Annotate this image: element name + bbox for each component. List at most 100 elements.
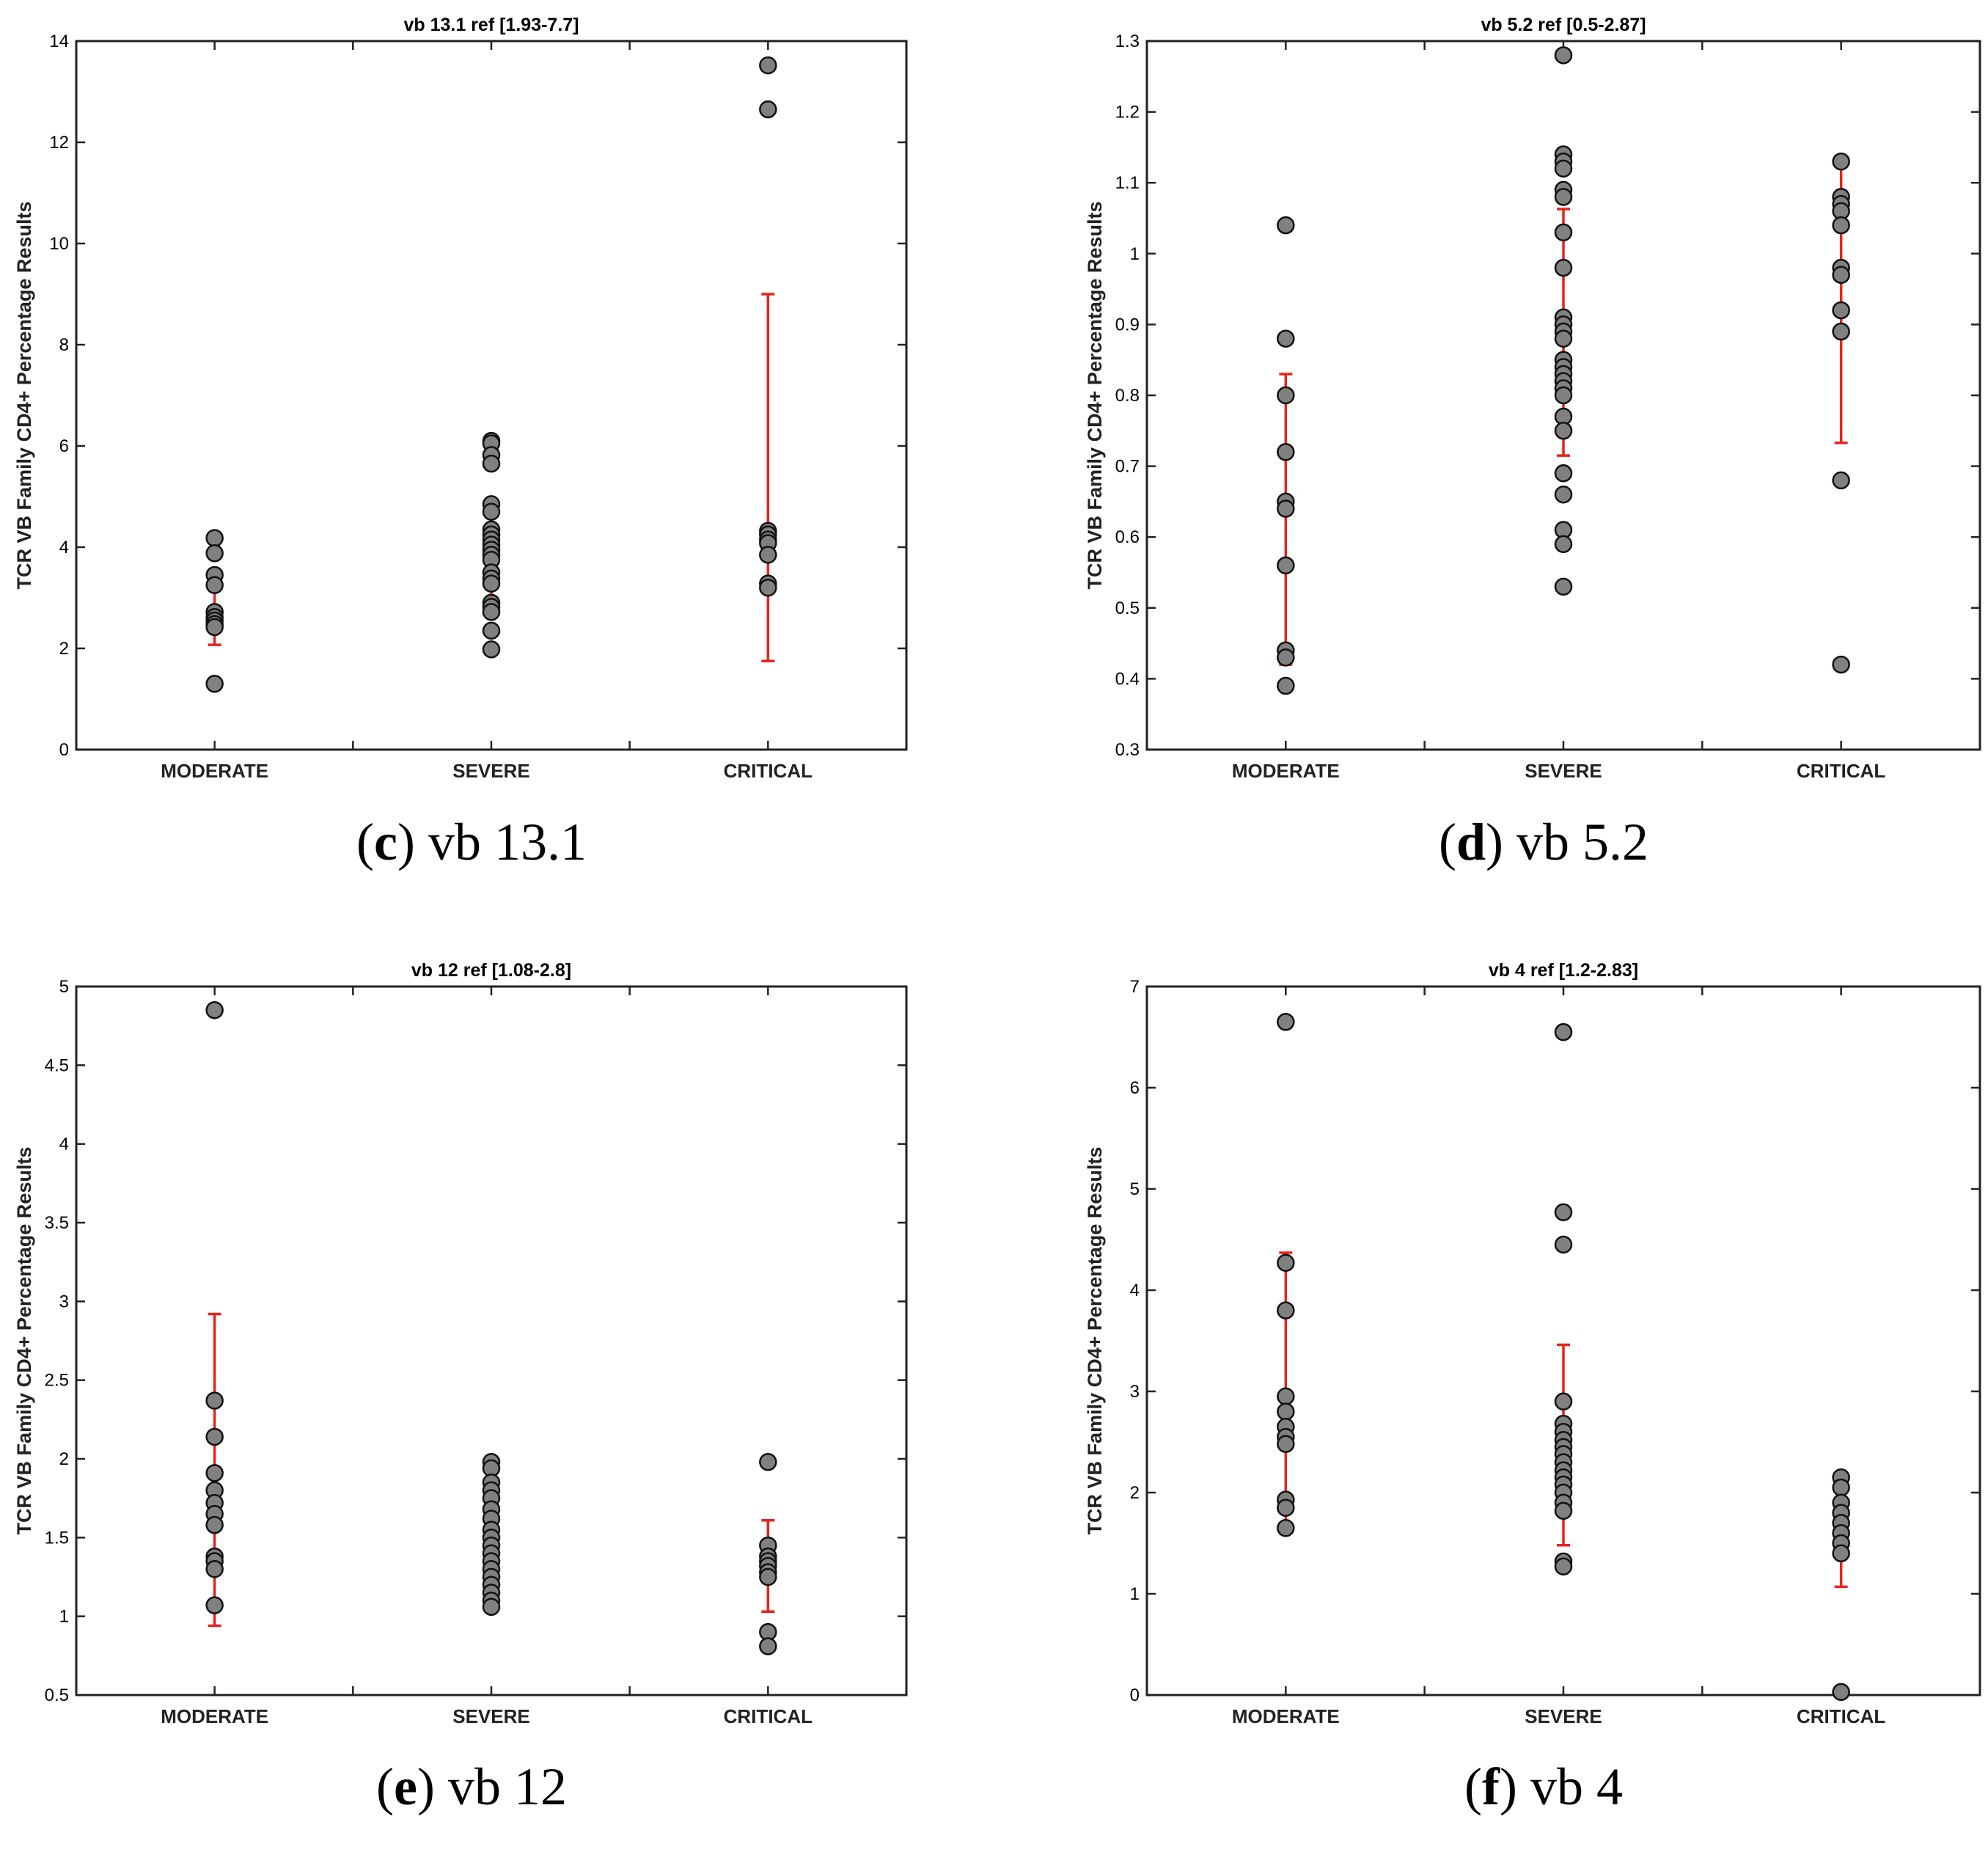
- data-point: [759, 56, 777, 75]
- data-point: [1277, 1435, 1295, 1454]
- y-tick-label: 4: [59, 1135, 69, 1154]
- series-critical: [759, 56, 777, 597]
- series-critical: [1832, 1468, 1850, 1702]
- data-point: [1554, 1392, 1573, 1411]
- y-tick-label: 5: [1130, 1179, 1140, 1199]
- caption-open-paren: (: [356, 813, 375, 871]
- series-moderate: [1277, 1013, 1295, 1537]
- data-point: [1832, 266, 1850, 285]
- chart-title: vb 4 ref [1.2-2.83]: [1489, 960, 1638, 981]
- y-tick-label: 3.5: [45, 1213, 69, 1233]
- data-point: [482, 1597, 501, 1617]
- y-tick-label: 1: [59, 1607, 69, 1627]
- y-tick-label: 14: [49, 32, 69, 51]
- caption-text: vb 12: [447, 1757, 567, 1816]
- data-point: [205, 576, 224, 594]
- category-label-moderate: MODERATE: [161, 760, 268, 782]
- data-point: [1277, 443, 1295, 461]
- data-point: [482, 603, 501, 621]
- y-tick-label: 0.7: [1115, 457, 1140, 477]
- data-point: [482, 640, 501, 659]
- panel-caption-f: (f) vb 4: [1464, 1757, 1623, 1818]
- panel-caption-e: (e) vb 12: [376, 1757, 567, 1818]
- y-tick-label: 1: [1130, 244, 1140, 264]
- caption-letter: e: [394, 1757, 417, 1816]
- category-label-severe: SEVERE: [452, 760, 530, 782]
- data-point: [1554, 386, 1573, 405]
- caption-open-paren: (: [376, 1757, 395, 1816]
- data-point: [482, 502, 501, 521]
- data-point: [1277, 648, 1295, 667]
- series-moderate: [1277, 216, 1295, 695]
- data-point: [1832, 471, 1850, 490]
- y-tick-label: 0.6: [1115, 527, 1140, 547]
- data-point: [205, 529, 224, 547]
- data-point: [1554, 329, 1573, 348]
- data-point: [205, 544, 224, 563]
- data-point: [1554, 1203, 1573, 1221]
- plot-area: [1145, 985, 1981, 1697]
- data-point: [1554, 1557, 1573, 1575]
- y-tick-label: 0.3: [1115, 740, 1140, 760]
- data-point: [759, 100, 777, 119]
- series-critical: [759, 1453, 777, 1655]
- data-point: [1832, 655, 1850, 674]
- data-point: [1554, 1501, 1573, 1520]
- data-point: [205, 1000, 224, 1020]
- caption-text: vb 4: [1530, 1757, 1623, 1816]
- category-label-severe: SEVERE: [1525, 1705, 1602, 1727]
- y-tick-label: 2: [59, 639, 69, 659]
- data-point: [1277, 676, 1295, 695]
- y-tick-label: 5: [59, 977, 69, 997]
- data-point: [1277, 1387, 1295, 1406]
- data-point: [759, 1453, 777, 1471]
- y-tick-label: 0.4: [1115, 669, 1140, 689]
- y-tick-label: 0.5: [45, 1686, 69, 1705]
- y-tick-label: 6: [59, 436, 69, 456]
- data-point: [1554, 422, 1573, 440]
- error-bar-moderate: [1279, 373, 1293, 666]
- caption-letter: f: [1482, 1757, 1500, 1816]
- category-label-moderate: MODERATE: [1232, 760, 1340, 782]
- data-point: [205, 1391, 224, 1410]
- y-tick-label: 2: [1130, 1483, 1140, 1503]
- chart-title: vb 5.2 ref [0.5-2.87]: [1481, 15, 1646, 35]
- data-point: [1277, 499, 1295, 518]
- caption-text: vb 5.2: [1516, 813, 1649, 871]
- y-tick-label: 3: [59, 1292, 69, 1311]
- data-point: [1554, 464, 1573, 483]
- data-point: [759, 578, 777, 597]
- panel-caption-d: (d) vb 5.2: [1439, 812, 1648, 873]
- y-tick-label: 1.3: [1115, 32, 1140, 51]
- chart-panel-c: vb 13.1 ref [1.93-7.7] 0 2 4 6 8 10 12 14 MODERAT…: [13, 15, 908, 782]
- y-tick-label: 0.9: [1115, 315, 1140, 334]
- y-tick-label: 1.1: [1115, 173, 1140, 193]
- y-tick-label: 7: [1130, 977, 1140, 997]
- data-point: [1554, 535, 1573, 554]
- data-point: [1554, 159, 1573, 178]
- caption-open-paren: (: [1438, 813, 1456, 871]
- y-tick-label: 12: [49, 133, 69, 153]
- category-label-severe: SEVERE: [452, 1705, 530, 1727]
- y-tick-label: 1: [1130, 1584, 1140, 1604]
- data-point: [1554, 1235, 1573, 1254]
- y-tick-label: 0.5: [1115, 599, 1140, 618]
- data-point: [1554, 46, 1573, 65]
- data-point: [759, 546, 777, 564]
- data-point: [1832, 152, 1850, 171]
- caption-close-paren: ): [1486, 813, 1517, 871]
- category-label-moderate: MODERATE: [1232, 1705, 1340, 1727]
- data-point: [1277, 1301, 1295, 1320]
- caption-close-paren: ): [417, 1757, 448, 1816]
- y-axis-label: TCR VB Family CD4+ Percentage Results: [13, 202, 35, 590]
- y-tick-label: 1.5: [45, 1528, 69, 1548]
- y-axis-label: TCR VB Family CD4+ Percentage Results: [1084, 1147, 1106, 1535]
- data-point: [482, 621, 501, 640]
- data-point: [1277, 556, 1295, 575]
- data-point: [1832, 1683, 1850, 1702]
- chart-panel-d: vb 5.2 ref [0.5-2.87] 0.3 0.4 0.5 0.6 0.7 0.8 0…: [1084, 15, 1981, 782]
- y-tick-label: 6: [1130, 1078, 1140, 1098]
- data-point: [1554, 577, 1573, 596]
- data-point: [482, 574, 501, 593]
- data-point: [1554, 188, 1573, 206]
